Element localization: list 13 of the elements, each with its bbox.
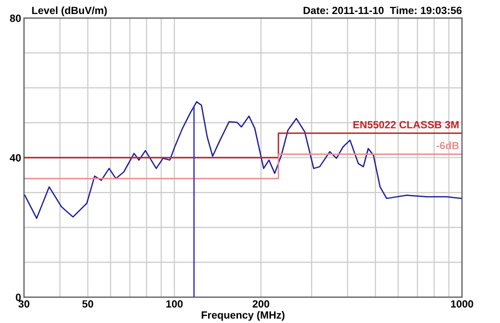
y-axis-title: Level (dBuV/m) — [32, 6, 107, 16]
x-axis-title: Frequency (MHz) — [202, 311, 284, 321]
x-tick-label: 1000 — [451, 300, 474, 308]
annotation: EN55022 CLASSB 3M — [353, 120, 459, 128]
y-tick-label: 40 — [10, 154, 21, 162]
y-tick-label: 80 — [10, 14, 21, 22]
chart-subtitle: Date: 2011-11-10 Time: 19:03:56 — [304, 6, 462, 14]
x-tick-label: 200 — [252, 300, 270, 308]
x-tick-label: 50 — [82, 300, 94, 308]
y-tick-label: 0 — [16, 294, 21, 302]
annotation: -6dB — [436, 142, 459, 150]
x-tick-label: 100 — [166, 300, 183, 308]
x-tick-label: 30 — [18, 300, 30, 308]
